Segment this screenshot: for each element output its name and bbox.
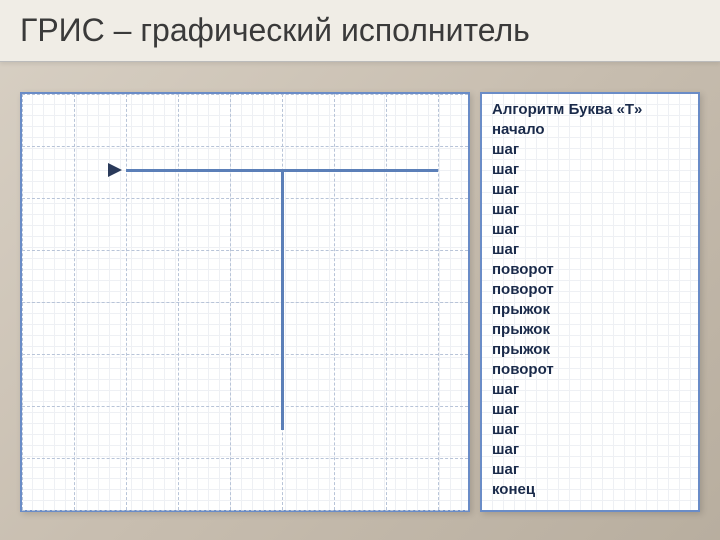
algorithm-line: прыжок — [492, 300, 688, 320]
algorithm-line: шаг — [492, 380, 688, 400]
algorithm-panel: Алгоритм Буква «Т» началошагшагшагшагшаг… — [480, 92, 700, 512]
algorithm-line: шаг — [492, 220, 688, 240]
algorithm-line: шаг — [492, 240, 688, 260]
algorithm-line: конец — [492, 480, 688, 500]
algorithm-line: шаг — [492, 400, 688, 420]
algorithm-line: шаг — [492, 420, 688, 440]
content-area: Алгоритм Буква «Т» началошагшагшагшагшаг… — [0, 62, 720, 532]
grid-line-h — [22, 510, 468, 511]
t-stem-line — [281, 170, 284, 430]
algorithm-line: шаг — [492, 460, 688, 480]
page-title: ГРИС – графический исполнитель — [20, 12, 700, 49]
algorithm-line: прыжок — [492, 340, 688, 360]
t-drawing — [22, 94, 468, 510]
algorithm-lines: началошагшагшагшагшагшагповоротповоротпр… — [492, 120, 688, 500]
algorithm-line: прыжок — [492, 320, 688, 340]
algorithm-line: начало — [492, 120, 688, 140]
title-bar: ГРИС – графический исполнитель — [0, 0, 720, 62]
algorithm-line: поворот — [492, 280, 688, 300]
drawing-canvas — [20, 92, 470, 512]
algorithm-line: поворот — [492, 360, 688, 380]
algorithm-line: поворот — [492, 260, 688, 280]
algorithm-line: шаг — [492, 140, 688, 160]
algorithm-line: шаг — [492, 160, 688, 180]
algorithm-line: шаг — [492, 200, 688, 220]
algorithm-header: Алгоритм Буква «Т» — [492, 100, 688, 120]
turtle-arrow — [108, 163, 122, 177]
algorithm-line: шаг — [492, 440, 688, 460]
algorithm-line: шаг — [492, 180, 688, 200]
